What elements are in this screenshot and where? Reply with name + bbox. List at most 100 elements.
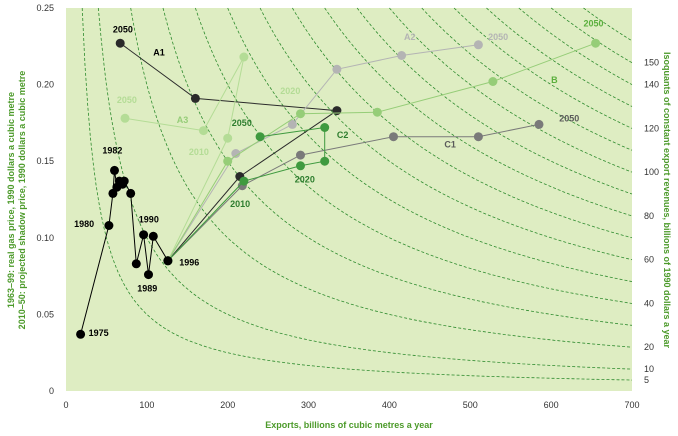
annotations: 1975 1980 1982 1990 1989 1996 2050 A1 2050 A3 2010… — [74, 18, 603, 337]
isoquant-label-40: 40 — [644, 298, 654, 308]
point-historical-3 — [110, 165, 119, 175]
annotation-19: 2050 — [232, 118, 252, 128]
plot-area — [66, 8, 632, 391]
isoquant-120 — [453, 7, 633, 129]
isoquant-30 — [162, 7, 633, 326]
isoquant-label-5: 5 — [644, 375, 649, 385]
point-a3-4 — [120, 113, 130, 123]
point-b-5 — [591, 38, 601, 48]
isoquant-80 — [324, 7, 633, 217]
annotation-17: C1 — [444, 139, 456, 149]
point-historical-9 — [131, 259, 141, 269]
x-tick-300: 300 — [301, 400, 316, 410]
isoquant-90 — [356, 7, 633, 195]
annotation-1: 1980 — [74, 219, 94, 229]
isoquant-160 — [583, 7, 633, 42]
point-a2-4 — [397, 51, 407, 60]
annotation-14: 2050 — [584, 18, 604, 28]
annotation-5: 1996 — [179, 257, 199, 267]
isoquant-label-10: 10 — [644, 364, 654, 374]
isoquant-150 — [550, 7, 633, 64]
y-axis-label-line1: 1963–99: real gas price, 1990 dollars a … — [6, 92, 16, 308]
point-c2-2 — [296, 161, 305, 171]
point-a1-2 — [332, 106, 342, 116]
point-a3-3 — [199, 126, 208, 136]
y-tick-0.15: 0.15 — [36, 156, 54, 166]
isoquant-100 — [389, 7, 633, 173]
isoquant-label-100: 100 — [644, 167, 659, 177]
point-a2-3 — [332, 64, 342, 74]
series-line-b — [167, 42, 596, 262]
isoquant-labels: 510 20 40 60 80 100 120 140 150 — [644, 58, 659, 385]
annotation-20: 2020 — [295, 175, 315, 185]
isoquant-5 — [81, 7, 633, 381]
point-a2-2 — [287, 119, 297, 129]
isoquant-label-140: 140 — [644, 80, 659, 90]
point-b-4 — [488, 77, 498, 86]
x-tick-600: 600 — [544, 400, 559, 410]
point-historical-7 — [119, 176, 129, 186]
x-axis-label: Exports, billions of cubic metres a year — [265, 420, 433, 430]
isoquant-label-150: 150 — [644, 58, 659, 68]
isoquant-40 — [195, 7, 633, 304]
annotation-13: 2050 — [488, 32, 508, 42]
annotation-3: 1990 — [139, 215, 159, 225]
x-tick-500: 500 — [463, 400, 478, 410]
isoquant-label-60: 60 — [644, 255, 654, 265]
y-tick-0: 0 — [49, 386, 54, 396]
isoquant-130 — [486, 7, 633, 107]
annotation-15: B — [551, 75, 558, 85]
x-tick-200: 200 — [220, 400, 235, 410]
point-b-3 — [372, 107, 382, 117]
annotation-12: A2 — [404, 32, 416, 42]
isoquant-70 — [292, 7, 633, 239]
annotation-10: 2010 — [189, 147, 209, 157]
point-historical-1 — [104, 221, 114, 230]
point-b-2 — [296, 109, 305, 119]
y-tick-0.10: 0.10 — [36, 233, 54, 243]
point-a1-3 — [190, 93, 200, 103]
annotation-7: A1 — [153, 48, 165, 58]
point-c2-4 — [320, 123, 330, 132]
series-line-c2 — [167, 126, 326, 262]
annotation-0: 1975 — [89, 328, 109, 338]
y-axis-label-line2: 2010–50: projected shadow price, 1990 do… — [17, 71, 27, 330]
isoquant-label-20: 20 — [644, 342, 654, 352]
x-tick-400: 400 — [382, 400, 397, 410]
point-a3-1 — [223, 133, 233, 143]
annotation-6: 2050 — [113, 25, 133, 35]
isoquant-curves — [81, 7, 633, 381]
point-a3-2 — [239, 52, 249, 62]
series-line-a2 — [167, 44, 479, 262]
isoquant-label-80: 80 — [644, 211, 654, 221]
y-tick-0.05: 0.05 — [36, 309, 54, 319]
point-c2-3 — [320, 156, 330, 166]
series-line-c1 — [167, 123, 540, 262]
point-c1-5 — [534, 119, 544, 129]
point-b-1 — [223, 156, 233, 166]
x-tick-100: 100 — [139, 400, 154, 410]
x-tick-0: 0 — [63, 400, 68, 410]
isoquant-10 — [97, 7, 633, 370]
isoquant-label-120: 120 — [644, 123, 659, 133]
annotation-9: A3 — [177, 115, 189, 125]
series-layer — [76, 38, 601, 339]
annotation-18: C2 — [337, 130, 349, 140]
point-historical-12 — [148, 231, 158, 241]
point-historical-8 — [126, 188, 136, 198]
point-c2-5 — [255, 132, 265, 142]
annotation-16: 2050 — [559, 113, 579, 123]
point-c1-3 — [389, 132, 398, 142]
y-axis-ticks: 0 0.05 0.10 0.15 0.20 0.25 — [36, 3, 54, 396]
point-c1-2 — [296, 150, 305, 160]
point-historical-13 — [163, 256, 173, 266]
secondary-y-axis-label: Isoquants of constant export revenues, b… — [662, 52, 672, 349]
point-c1-4 — [473, 132, 483, 142]
annotation-11: 2020 — [280, 86, 300, 96]
point-historical-11 — [144, 270, 153, 280]
x-tick-700: 700 — [624, 400, 639, 410]
y-tick-0.25: 0.25 — [36, 3, 54, 13]
isoquant-20 — [130, 7, 633, 348]
point-historical-10 — [139, 230, 149, 240]
